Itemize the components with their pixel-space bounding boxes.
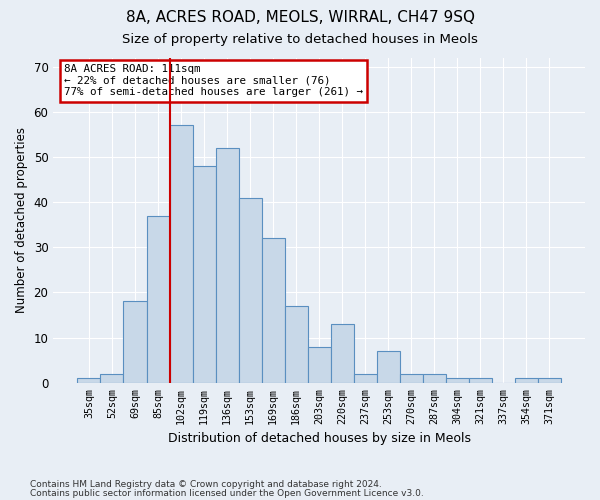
Bar (469, 378, 492, 383)
Bar (239, 198, 262, 383)
Bar (77, 378, 100, 383)
Bar (308, 346, 331, 383)
Text: 8A, ACRES ROAD, MEOLS, WIRRAL, CH47 9SQ: 8A, ACRES ROAD, MEOLS, WIRRAL, CH47 9SQ (125, 10, 475, 25)
Bar (538, 378, 561, 383)
Text: Contains public sector information licensed under the Open Government Licence v3: Contains public sector information licen… (30, 489, 424, 498)
Y-axis label: Number of detached properties: Number of detached properties (15, 127, 28, 313)
Bar (146, 216, 170, 383)
Bar (331, 324, 353, 383)
Bar (170, 126, 193, 383)
Bar (377, 351, 400, 383)
Bar (262, 238, 284, 383)
Bar (423, 374, 446, 383)
Text: Size of property relative to detached houses in Meols: Size of property relative to detached ho… (122, 32, 478, 46)
Bar (124, 302, 146, 383)
Bar (284, 306, 308, 383)
Bar (353, 374, 377, 383)
Text: Contains HM Land Registry data © Crown copyright and database right 2024.: Contains HM Land Registry data © Crown c… (30, 480, 382, 489)
Bar (515, 378, 538, 383)
Bar (215, 148, 239, 383)
Bar (100, 374, 124, 383)
Text: 8A ACRES ROAD: 111sqm
← 22% of detached houses are smaller (76)
77% of semi-deta: 8A ACRES ROAD: 111sqm ← 22% of detached … (64, 64, 363, 97)
Bar (446, 378, 469, 383)
X-axis label: Distribution of detached houses by size in Meols: Distribution of detached houses by size … (167, 432, 470, 445)
Bar (193, 166, 215, 383)
Bar (400, 374, 423, 383)
